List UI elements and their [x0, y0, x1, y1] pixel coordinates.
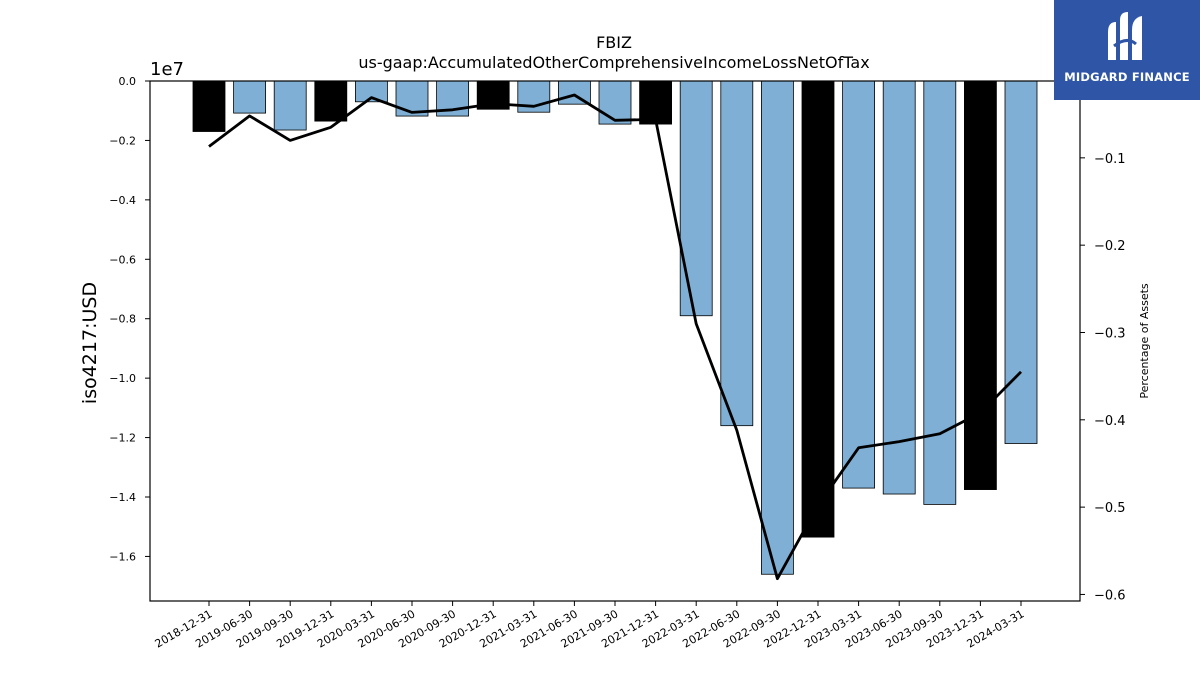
bar	[882, 80, 916, 495]
y-tick-label: −0.4	[109, 194, 136, 207]
bar	[395, 80, 429, 117]
y-tick-label: −1.0	[109, 372, 136, 385]
percentage-line	[208, 93, 1022, 581]
y-tick-label: −0.8	[109, 313, 136, 326]
bar	[314, 80, 348, 122]
bar	[720, 80, 754, 427]
bar	[273, 80, 307, 131]
bar	[639, 80, 672, 125]
bar	[1004, 80, 1038, 444]
logo-text: MIDGARD FINANCE	[1064, 70, 1190, 84]
y-tick-label: −0.2	[109, 134, 136, 147]
y2-axis-label: Percentage of Assets	[1138, 283, 1151, 399]
y-tick-label: −0.6	[109, 253, 136, 266]
x-tick-group: 2018-12-312019-06-302019-09-302019-12-31…	[153, 601, 1027, 651]
bar	[761, 80, 794, 575]
bar-group	[192, 80, 1038, 575]
midgard-finance-logo: MIDGARD FINANCE	[1054, 0, 1200, 100]
y-multiplier-label: 1e7	[150, 59, 184, 80]
bar	[801, 80, 835, 538]
y2-tick-label: −0.5	[1094, 501, 1126, 516]
y2-tick-label: −0.3	[1094, 326, 1126, 341]
y-axis-label: iso4217:USD	[79, 282, 101, 404]
y-tick-group: 0.0 −0.2 −0.4 −0.6 −0.8 −1.0 −1.2 −1.4 −1.6	[109, 75, 150, 563]
bar	[964, 80, 997, 490]
y2-tick-label: −0.1	[1094, 152, 1126, 167]
bar	[679, 80, 713, 317]
y-tick-label: −1.6	[109, 550, 136, 563]
line-group	[208, 93, 1022, 581]
y-tick-label: −1.2	[109, 432, 136, 445]
chart-subtitle: us-gaap:AccumulatedOtherComprehensiveInc…	[358, 53, 869, 72]
bar	[842, 80, 875, 489]
y-tick-label: 0.0	[119, 75, 137, 88]
y-tick-label: −1.4	[109, 491, 136, 504]
y2-tick-label: −0.2	[1094, 239, 1126, 254]
bar	[233, 80, 267, 114]
logo-mark-icon	[1108, 12, 1142, 60]
chart-title: FBIZ	[596, 33, 632, 52]
y2-tick-group: −0.1 −0.2 −0.3 −0.4 −0.5 −0.6	[1080, 152, 1126, 603]
bar	[598, 80, 632, 125]
y2-tick-label: −0.4	[1094, 414, 1126, 429]
y2-tick-label: −0.6	[1094, 588, 1126, 603]
bar	[923, 80, 957, 505]
bar	[192, 80, 226, 132]
